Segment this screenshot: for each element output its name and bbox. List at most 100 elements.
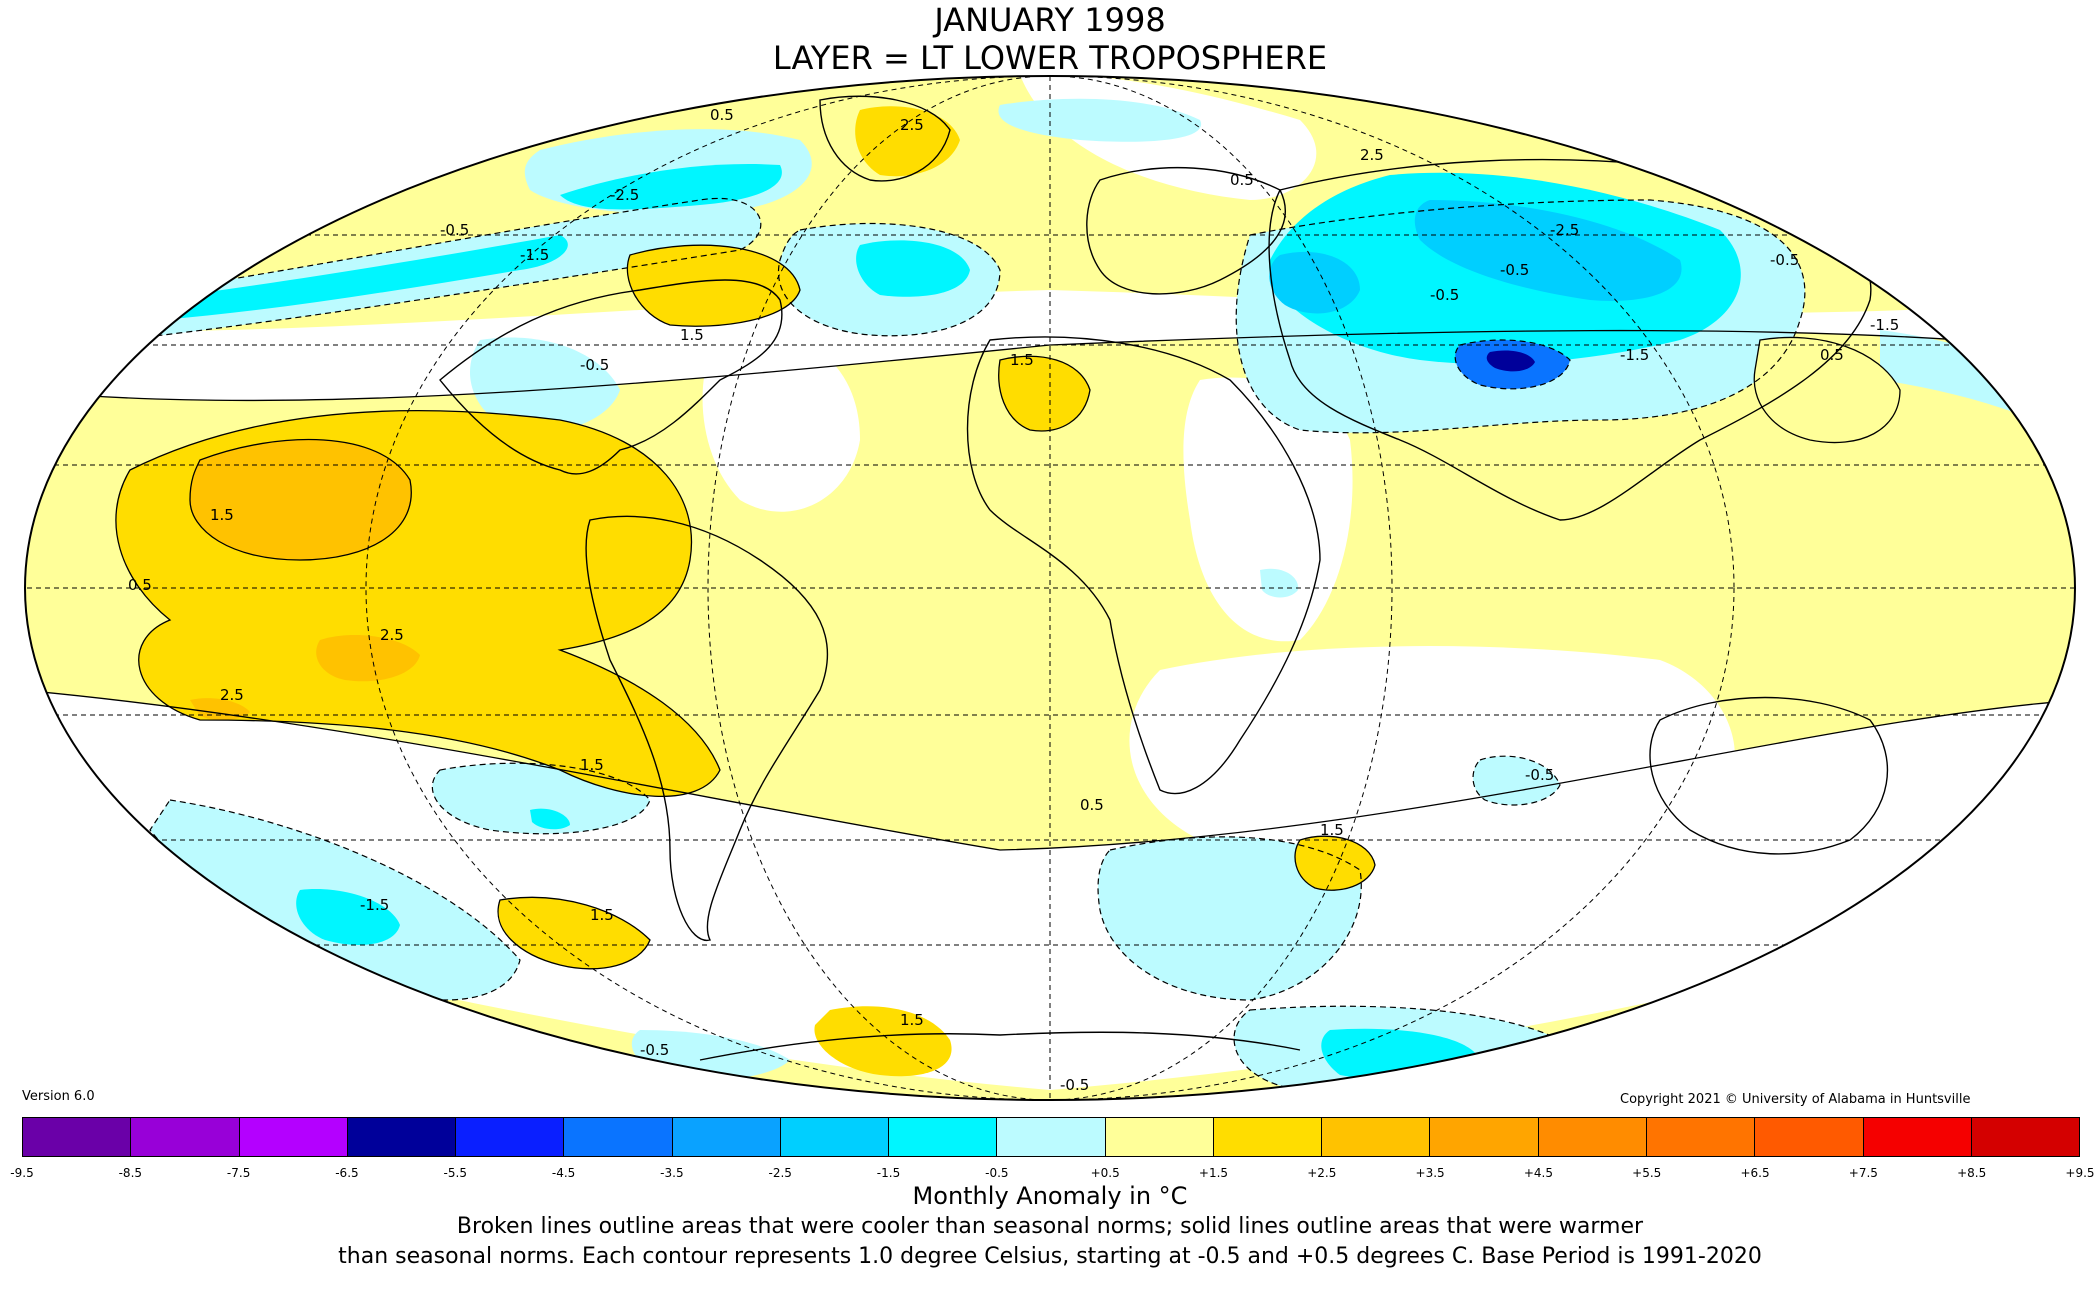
contour-label: 1.5 (1320, 821, 1344, 839)
scale-swatch (1105, 1118, 1214, 1156)
scale-swatch (564, 1118, 673, 1156)
scale-tick-label: +3.5 (1415, 1166, 1445, 1180)
neutral-east-africa (1183, 377, 1353, 642)
south-america-outline (585, 515, 829, 941)
neutral-indian-ocean (1129, 646, 1735, 851)
color-scale-bar (22, 1117, 2080, 1157)
scale-tick-label: -0.5 (985, 1166, 1009, 1180)
contour-label: 2.5 (380, 626, 404, 644)
cool-south-atlantic (1098, 836, 1362, 1000)
contour-label: 2.5 (1360, 146, 1384, 164)
globe-outline (24, 75, 2076, 1101)
scale-tick-label: +1.5 (1198, 1166, 1229, 1180)
version-label: Version 6.0 (22, 1089, 95, 1104)
contour-label: -1.5 (360, 896, 389, 914)
scale-swatch (456, 1118, 565, 1156)
scale-swatch (1538, 1118, 1647, 1156)
contour-label: -0.5 (640, 1041, 669, 1059)
scale-swatch (1755, 1118, 1864, 1156)
map-subtitle: LAYER = LT LOWER TROPOSPHERE (772, 39, 1328, 77)
australia-outline (1649, 696, 1889, 855)
contour-label: 2.5 (220, 686, 244, 704)
coldest-tibet-core (1486, 350, 1535, 372)
description-line-1: Broken lines outline areas that were coo… (456, 1214, 1644, 1239)
warm-antarctic-peninsula (814, 1006, 952, 1077)
contour-label: -0.5 (580, 356, 609, 374)
scale-tick-label: +4.5 (1523, 1166, 1553, 1180)
scale-swatch (239, 1118, 348, 1156)
africa-outline (966, 336, 1321, 795)
scale-tick-label: +7.5 (1848, 1166, 1878, 1180)
cold-canada (560, 164, 782, 210)
scale-swatch (1430, 1118, 1539, 1156)
warm-north-africa (998, 356, 1090, 431)
contour-label: -2.5 (610, 186, 639, 204)
scale-swatch (1863, 1118, 1972, 1156)
scale-tick-label: -4.5 (551, 1166, 576, 1180)
contour-label: -0.5 (440, 221, 469, 239)
contour-label: -1.5 (1870, 316, 1899, 334)
contour-label: 1.5 (210, 506, 234, 524)
graticule (25, 76, 2075, 1100)
scale-tick-label: -3.5 (660, 1166, 684, 1180)
colder-siberia (1414, 200, 1682, 301)
scale-tick-label: +6.5 (1740, 1166, 1770, 1180)
contour-label: -0.5 (1060, 1076, 1089, 1094)
contour-label: 2.5 (900, 116, 924, 134)
scale-tick-label: -5.5 (443, 1166, 467, 1180)
warm-eastern-canada (627, 245, 800, 327)
copyright-label: Copyright 2021 © University of Alabama i… (1620, 1092, 1971, 1107)
contour-label: 1.5 (680, 326, 704, 344)
cold-south-pacific-1 (530, 808, 570, 830)
contour-label: 1.5 (580, 756, 604, 774)
contour-label: 0.5 (710, 106, 734, 124)
scale-swatch (889, 1118, 998, 1156)
contour-label: 1.5 (590, 906, 614, 924)
scale-swatch (23, 1118, 132, 1156)
scale-swatch (672, 1118, 781, 1156)
new-zealand-outline (1928, 875, 1947, 900)
contour-label: 0.5 (1080, 796, 1104, 814)
scale-label: Monthly Anomaly in °C (912, 1182, 1188, 1210)
scale-swatch (1322, 1118, 1431, 1156)
warmer-central-pacific (316, 635, 420, 682)
contour-label: -0.5 (1500, 261, 1529, 279)
europe-outline (1086, 166, 1286, 295)
contour-label: -0.5 (1525, 766, 1554, 784)
scale-tick-label: +0.5 (1090, 1166, 1120, 1180)
scale-tick-label: -9.5 (10, 1166, 34, 1180)
contour-label: -2.5 (1550, 221, 1579, 239)
contour-label: -1.5 (1620, 346, 1649, 364)
warmer-central-pacific-north (190, 439, 412, 560)
colder-eastern-europe (1269, 251, 1360, 314)
scale-tick-label: +9.5 (2065, 1166, 2095, 1180)
cool-usa (470, 337, 620, 433)
greenland-outline (819, 95, 951, 182)
map-title: JANUARY 1998 (934, 1, 1166, 39)
warm-south-atlantic (1295, 836, 1375, 891)
cool-east-africa (1260, 568, 1299, 598)
scale-swatch (131, 1118, 240, 1156)
warm-south-pacific (498, 897, 650, 969)
scale-tick-label: -7.5 (226, 1166, 251, 1180)
scale-swatch (780, 1118, 890, 1156)
north-america-outline (439, 279, 783, 475)
warm-greenland (855, 106, 960, 177)
contour-label: -0.5 (1430, 286, 1459, 304)
scale-tick-label: -1.5 (876, 1166, 901, 1180)
scale-tick-label: -6.5 (335, 1166, 359, 1180)
contour-label: 0.5 (128, 576, 152, 594)
cool-indian-ocean (1473, 756, 1560, 805)
scale-tick-label: +2.5 (1307, 1166, 1337, 1180)
scale-swatch (997, 1118, 1106, 1156)
contour-label: 0.5 (1230, 171, 1254, 189)
scale-tick-label: +5.5 (1632, 1166, 1662, 1180)
contour-label: -0.5 (1770, 251, 1799, 269)
cold-south-pacific-2 (296, 889, 400, 945)
description-line-2: than seasonal norms. Each contour repres… (338, 1244, 1762, 1269)
scale-tick-label: -2.5 (768, 1166, 792, 1180)
contour-labels: 0.5 1.5 2.5 -0.5 -1.5 -2.5 1.5 2.5 0.5 -… (128, 106, 1899, 1094)
scale-tick-label: +8.5 (1957, 1166, 1987, 1180)
contour-label: 0.5 (1820, 346, 1844, 364)
cold-band-north-pacific (150, 235, 568, 320)
